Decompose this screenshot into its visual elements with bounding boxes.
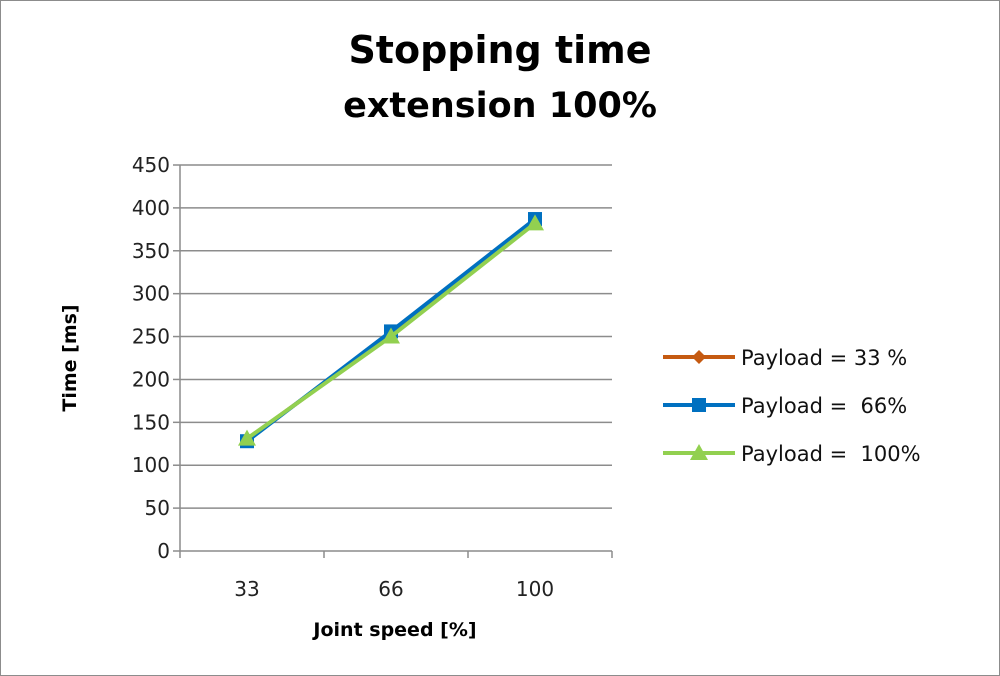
y-tick-label: 350	[132, 239, 170, 263]
data-point-series-3	[526, 214, 544, 231]
y-tick-label: 250	[132, 325, 170, 349]
legend-marker-1	[692, 350, 706, 364]
legend-label-1: Payload = 33 %	[741, 346, 907, 370]
y-tick-label: 0	[157, 539, 170, 563]
y-tick-label: 300	[132, 282, 170, 306]
legend-label-2: Payload = 66%	[741, 394, 907, 418]
legend-label-3: Payload = 100%	[741, 442, 921, 466]
x-axis-label: Joint speed [%]	[311, 619, 476, 641]
y-tick-label: 50	[145, 496, 170, 520]
chart-subtitle: extension 100%	[343, 86, 657, 126]
y-tick-label: 100	[132, 453, 170, 477]
y-tick-label: 200	[132, 367, 170, 391]
legend-marker-2	[692, 398, 706, 412]
chart-title: Stopping time	[348, 28, 652, 72]
y-tick-label: 150	[132, 410, 170, 434]
y-axis-label: Time [ms]	[59, 304, 81, 411]
legend-marker-3	[690, 444, 708, 460]
y-tick-label: 400	[132, 196, 170, 220]
x-tick-label: 33	[234, 577, 259, 601]
x-tick-label: 66	[378, 577, 403, 601]
y-tick-label: 450	[132, 153, 170, 177]
data-point-series-3	[382, 327, 400, 344]
data-point-series-3	[238, 429, 256, 446]
x-tick-label: 100	[516, 577, 554, 601]
